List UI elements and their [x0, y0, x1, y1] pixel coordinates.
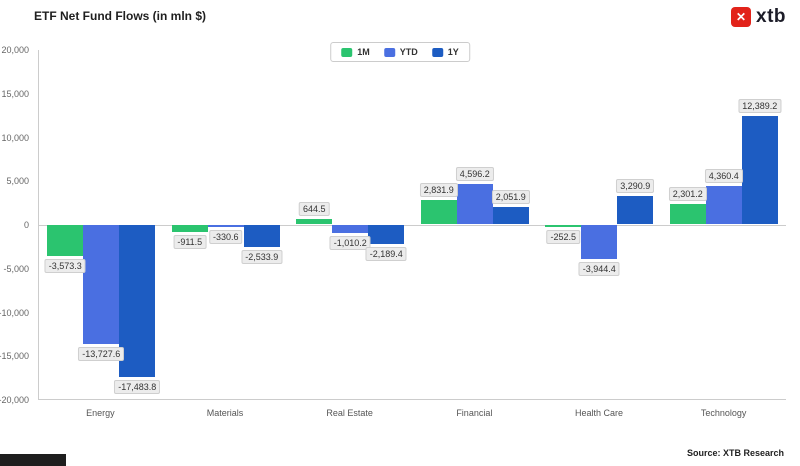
chart-legend: 1M YTD 1Y — [330, 42, 470, 62]
bar-value-label: 4,360.4 — [704, 169, 743, 184]
x-category-label: Materials — [206, 408, 244, 418]
bar-value-label: -3,573.3 — [44, 258, 86, 273]
bar-ytd-energy — [83, 224, 120, 345]
bar-1y-materials — [243, 224, 280, 247]
bar-ytd-materials — [207, 224, 244, 228]
bar-value-label: 12,389.2 — [738, 99, 782, 114]
legend-item-1m[interactable]: 1M — [341, 47, 370, 57]
xtb-cross-icon: ✕ — [731, 7, 751, 27]
chart-title: ETF Net Fund Flows (in mln $) — [34, 9, 206, 23]
bar-1m-materials — [171, 224, 208, 233]
y-tick-label: -15,000 — [0, 351, 29, 362]
bar-1m-technology — [669, 204, 706, 225]
bar-value-label: 2,831.9 — [419, 182, 458, 197]
legend-swatch-1y-icon — [431, 47, 443, 57]
bar-ytd-technology — [705, 186, 742, 225]
source-note: Source: XTB Research — [686, 448, 784, 458]
bar-value-label: 2,051.9 — [491, 189, 530, 204]
zero-line — [39, 224, 786, 226]
bar-value-label: -911.5 — [173, 235, 207, 250]
x-category-label: Financial — [456, 408, 493, 418]
bar-value-label: 4,596.2 — [455, 167, 494, 182]
legend-swatch-1m-icon — [341, 47, 353, 57]
x-category-label: Technology — [700, 408, 747, 418]
y-tick-label: -10,000 — [0, 307, 29, 318]
bar-ytd-financial — [456, 184, 493, 225]
bar-value-label: 2,301.2 — [668, 187, 707, 202]
y-tick-label: 15,000 — [1, 88, 29, 99]
bar-1m-health-care — [545, 224, 582, 227]
bar-value-label: -2,189.4 — [365, 246, 407, 261]
bar-1m-financial — [420, 199, 457, 225]
x-category-label: Health Care — [574, 408, 624, 418]
bar-1y-technology — [741, 116, 778, 225]
x-axis-labels: Energy Materials Real Estate Financial Healt… — [38, 408, 786, 422]
bar-1m-real-estate — [296, 218, 333, 225]
legend-swatch-ytd-icon — [383, 47, 395, 57]
bar-value-label: 644.5 — [298, 201, 330, 216]
legend-label-ytd: YTD — [399, 47, 418, 57]
bar-1y-energy — [119, 224, 156, 378]
y-tick-label: -5,000 — [3, 263, 29, 274]
bar-1y-real-estate — [368, 224, 405, 244]
bar-value-label: -252.5 — [546, 229, 581, 244]
bar-1m-energy — [47, 224, 84, 256]
legend-item-1y[interactable]: 1Y — [431, 47, 459, 57]
y-tick-label: 0 — [23, 220, 29, 230]
y-tick-label: 20,000 — [1, 45, 29, 55]
bar-value-label: -330.6 — [208, 230, 243, 245]
xtb-logo: ✕ xtb — [731, 6, 786, 28]
x-category-label: Energy — [86, 408, 115, 418]
legend-item-ytd[interactable]: YTD — [383, 47, 418, 57]
y-tick-label: 10,000 — [1, 132, 29, 143]
legend-label-1m: 1M — [357, 47, 370, 57]
y-tick-label: -20,000 — [0, 395, 29, 405]
bar-value-label: -13,727.6 — [78, 347, 125, 362]
xtb-logo-text: xtb — [756, 6, 786, 27]
bottom-left-dark-strip — [0, 454, 66, 466]
bar-value-label: -1,010.2 — [329, 236, 371, 251]
bar-value-label: -2,533.9 — [241, 249, 283, 264]
bar-value-label: -3,944.4 — [578, 261, 620, 276]
bar-value-label: -17,483.8 — [114, 380, 161, 395]
legend-label-1y: 1Y — [447, 47, 459, 57]
bar-ytd-real-estate — [332, 224, 369, 234]
bar-1y-financial — [492, 206, 529, 225]
y-axis-labels: 20,000 15,000 10,000 5,000 0 -5,000 -10,000 -15… — [0, 45, 33, 405]
x-category-label: Real Estate — [326, 408, 373, 418]
bar-ytd-health-care — [581, 224, 618, 259]
y-tick-label: 5,000 — [6, 176, 29, 187]
bar-value-label: 3,290.9 — [616, 178, 655, 193]
bar-1y-health-care — [617, 195, 654, 225]
plot-area: -3,573.3 -13,727.6 -17,483.8 -911.5 -330.6 -2… — [38, 50, 786, 400]
